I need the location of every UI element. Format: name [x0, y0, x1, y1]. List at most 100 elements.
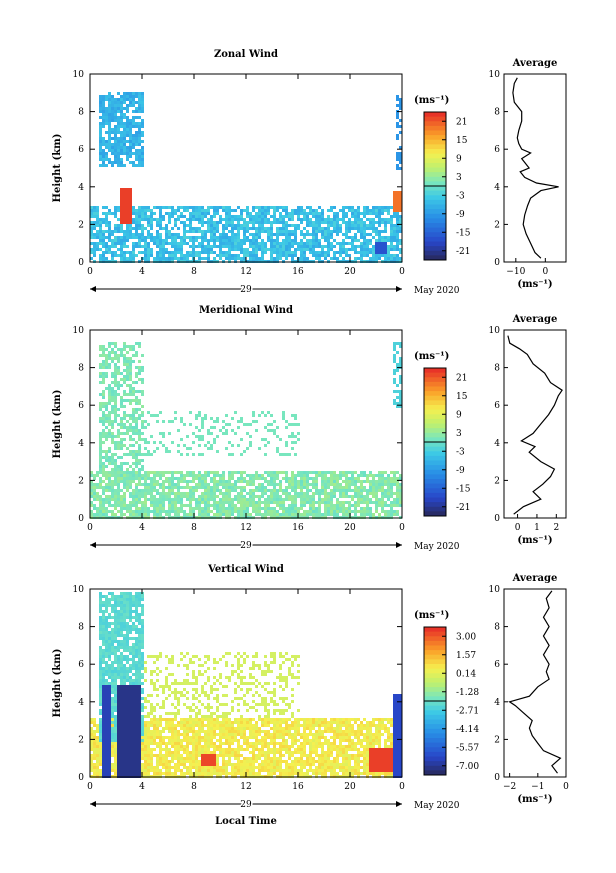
heatmap-cell	[105, 649, 108, 652]
heatmap-cell	[324, 486, 327, 489]
heatmap-cell	[123, 128, 126, 131]
heatmap-cell	[126, 772, 129, 775]
heatmap-cell	[177, 206, 180, 209]
heatmap-cell	[315, 245, 318, 248]
heatmap-cell	[114, 119, 117, 122]
heatmap-cell	[222, 501, 225, 504]
heatmap-cell	[393, 390, 396, 393]
heatmap-cell	[246, 501, 249, 504]
heatmap-cell	[141, 745, 144, 748]
heatmap-cell	[96, 224, 99, 227]
heatmap-cell	[228, 477, 231, 480]
heatmap-cell	[198, 435, 201, 438]
heatmap-cell	[264, 444, 267, 447]
heatmap-cell	[156, 510, 159, 513]
heatmap-cell	[279, 206, 282, 209]
heatmap-cell	[108, 435, 111, 438]
heatmap-cell	[141, 477, 144, 480]
heatmap-cell	[144, 661, 147, 664]
heatmap-cell	[123, 763, 126, 766]
heatmap-cell	[102, 766, 105, 769]
heatmap-cell	[126, 760, 129, 763]
heatmap-cell	[144, 254, 147, 257]
heatmap-cell	[114, 598, 117, 601]
heatmap-cell	[351, 239, 354, 242]
heatmap-cell	[132, 98, 135, 101]
heatmap-cell	[138, 480, 141, 483]
heatmap-cell	[399, 342, 402, 345]
heatmap-cell	[336, 501, 339, 504]
heatmap-cell	[393, 236, 396, 239]
heatmap-cell	[114, 251, 117, 254]
heatmap-cell	[132, 501, 135, 504]
heatmap-cell	[303, 248, 306, 251]
heatmap-cell	[123, 215, 126, 218]
heatmap-cell	[105, 757, 108, 760]
heatmap-cell	[294, 230, 297, 233]
heatmap-cell	[240, 498, 243, 501]
heatmap-cell	[393, 227, 396, 230]
heatmap-cell	[372, 474, 375, 477]
heatmap-cell	[258, 248, 261, 251]
heatmap-cell	[120, 203, 123, 206]
colorbar-segment	[424, 218, 446, 224]
heatmap-cell	[321, 486, 324, 489]
heatmap-cell	[126, 351, 129, 354]
heatmap-cell	[276, 236, 279, 239]
heatmap-cell	[321, 245, 324, 248]
heatmap-cell	[141, 146, 144, 149]
heatmap-cell	[114, 637, 117, 640]
heatmap-cell	[381, 218, 384, 221]
heatmap-cell	[129, 444, 132, 447]
heatmap-cell	[186, 447, 189, 450]
heatmap-cell	[387, 245, 390, 248]
heatmap-cell	[141, 510, 144, 513]
heatmap-cell	[150, 254, 153, 257]
heatmap-cell	[267, 239, 270, 242]
heatmap-cell	[105, 715, 108, 718]
heatmap-cell	[126, 646, 129, 649]
heatmap-cell	[393, 212, 396, 215]
heatmap-cell	[309, 206, 312, 209]
heatmap-cell	[129, 134, 132, 137]
heatmap-cell	[288, 492, 291, 495]
heatmap-cell	[390, 215, 393, 218]
heatmap-cell	[117, 408, 120, 411]
heatmap-cell	[114, 399, 117, 402]
heatmap-cell	[129, 724, 132, 727]
heatmap-cell	[243, 242, 246, 245]
heatmap-cell	[348, 501, 351, 504]
colorbar-segment	[424, 149, 446, 155]
heatmap-cell	[117, 354, 120, 357]
heatmap-cell	[117, 381, 120, 384]
heatmap-cell	[111, 685, 114, 688]
heatmap-cell	[243, 501, 246, 504]
x-tick-label: 4	[139, 267, 145, 277]
heatmap-cell	[342, 486, 345, 489]
heatmap-cell	[129, 477, 132, 480]
heatmap-cell	[183, 504, 186, 507]
heatmap-cell	[99, 453, 102, 456]
heatmap-cell	[111, 763, 114, 766]
heatmap-cell	[306, 510, 309, 513]
heatmap-cell	[135, 504, 138, 507]
heatmap-cell	[123, 399, 126, 402]
heatmap-cell	[126, 751, 129, 754]
heatmap-cell	[285, 471, 288, 474]
heatmap-cell	[258, 233, 261, 236]
heatmap-cell	[165, 257, 168, 260]
heatmap-cell	[168, 489, 171, 492]
heatmap-cell	[204, 486, 207, 489]
heatmap-cell	[390, 495, 393, 498]
heatmap-cell	[231, 498, 234, 501]
profile-line	[507, 335, 563, 515]
heatmap-cell	[150, 414, 153, 417]
heatmap-cell	[195, 215, 198, 218]
heatmap-cell	[120, 465, 123, 468]
heatmap-cell	[108, 119, 111, 122]
heatmap-cell	[297, 423, 300, 426]
heatmap-cell	[198, 480, 201, 483]
heatmap-cell	[180, 251, 183, 254]
heatmap-cell	[216, 209, 219, 212]
heatmap-cell	[108, 673, 111, 676]
